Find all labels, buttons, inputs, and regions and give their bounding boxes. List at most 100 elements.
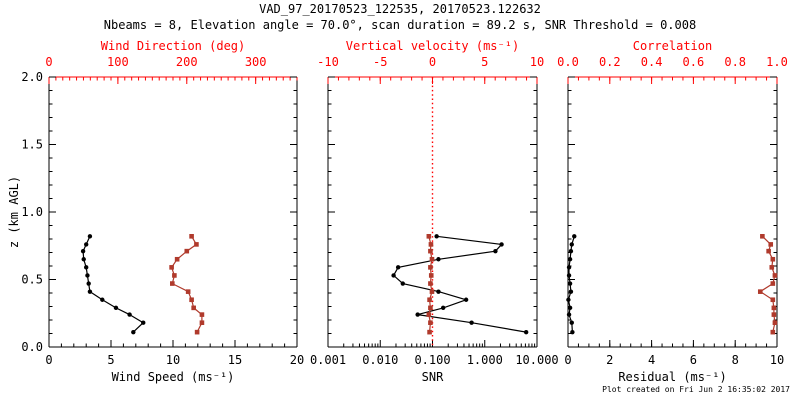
- data-point-marker: [566, 312, 572, 317]
- svg-text:-10: -10: [317, 55, 339, 69]
- data-point-marker: [428, 242, 434, 247]
- svg-text:2.0: 2.0: [21, 70, 43, 84]
- svg-text:Vertical velocity (ms⁻¹): Vertical velocity (ms⁻¹): [346, 39, 519, 53]
- svg-text:0.6: 0.6: [683, 55, 705, 69]
- data-point-marker: [772, 273, 778, 278]
- svg-text:0.8: 0.8: [724, 55, 746, 69]
- data-point-marker: [760, 234, 765, 239]
- series-wind-direction: [169, 234, 205, 335]
- data-point-marker: [772, 320, 778, 325]
- data-point-marker: [391, 273, 396, 278]
- plot-created-timestamp: Plot created on Fri Jun 2 16:35:02 2017: [602, 385, 790, 394]
- data-point-marker: [427, 329, 432, 335]
- svg-text:Wind Direction (deg): Wind Direction (deg): [101, 39, 246, 53]
- data-point-marker: [566, 265, 572, 270]
- svg-text:0: 0: [429, 55, 436, 69]
- series-snr: [391, 234, 529, 335]
- svg-text:0.010: 0.010: [362, 353, 398, 367]
- data-point-marker: [189, 297, 194, 303]
- data-point-marker: [170, 281, 175, 286]
- data-point-marker: [395, 265, 401, 270]
- data-point-marker: [428, 265, 433, 270]
- svg-text:0.5: 0.5: [21, 273, 43, 287]
- data-point-marker: [84, 265, 89, 270]
- series-residual: [566, 234, 577, 335]
- svg-text:Correlation: Correlation: [633, 39, 712, 53]
- data-point-marker: [569, 242, 574, 247]
- y-axis-label: z (km AGL): [7, 175, 21, 249]
- data-point-marker: [172, 273, 177, 278]
- series-correlation: [757, 234, 778, 335]
- svg-text:0.0: 0.0: [21, 340, 43, 354]
- data-point-marker: [174, 256, 180, 262]
- svg-text:6: 6: [690, 353, 697, 367]
- y-axis-ticks: 0.0 0.5 1.0 1.5 2.0: [21, 70, 297, 354]
- svg-text:200: 200: [176, 55, 198, 69]
- data-point-marker: [428, 305, 433, 311]
- data-point-marker: [184, 248, 190, 254]
- data-point-marker: [199, 320, 205, 325]
- data-point-marker: [87, 289, 93, 294]
- panel-frame: [48, 76, 298, 348]
- panel-wind: 0 5 10 15 20 Wind Speed (ms⁻¹) 0 100 200 300 Wind …: [21, 39, 304, 384]
- svg-text:10: 10: [166, 353, 180, 367]
- top-axis-snr: -10 -5 0 5 10 Vertical velocity (ms⁻¹): [317, 39, 544, 84]
- data-point-marker: [141, 320, 146, 325]
- data-point-marker: [428, 281, 433, 286]
- data-point-marker: [86, 281, 91, 286]
- svg-text:2: 2: [606, 353, 613, 367]
- svg-text:20: 20: [290, 353, 304, 367]
- svg-text:0: 0: [564, 353, 571, 367]
- data-point-marker: [194, 329, 200, 335]
- data-point-marker: [570, 329, 575, 335]
- data-point-marker: [127, 312, 132, 317]
- data-point-marker: [770, 281, 776, 286]
- svg-text:SNR: SNR: [422, 370, 444, 384]
- svg-text:Wind Speed (ms⁻¹): Wind Speed (ms⁻¹): [112, 370, 235, 384]
- data-point-marker: [185, 289, 191, 294]
- data-point-marker: [429, 256, 435, 262]
- series-vertical-velocity: [426, 234, 435, 335]
- svg-text:0.2: 0.2: [599, 55, 621, 69]
- data-point-marker: [440, 305, 446, 311]
- data-point-marker: [771, 305, 777, 311]
- data-point-marker: [169, 265, 174, 270]
- data-point-marker: [566, 297, 571, 302]
- data-point-marker: [434, 234, 439, 239]
- svg-text:1.000: 1.000: [467, 353, 503, 367]
- svg-text:10: 10: [770, 353, 784, 367]
- data-point-marker: [131, 329, 136, 335]
- data-point-marker: [427, 297, 432, 303]
- data-point-marker: [400, 281, 405, 286]
- bottom-axis-snr: 0.001 0.010 0.100 1.000 10.000 SNR: [310, 340, 559, 384]
- data-point-marker: [436, 289, 441, 294]
- panel-frame: [567, 76, 778, 348]
- data-point-marker: [429, 289, 435, 294]
- data-point-marker: [426, 234, 432, 239]
- svg-text:5: 5: [107, 353, 114, 367]
- data-point-marker: [568, 289, 574, 294]
- svg-text:1.5: 1.5: [21, 138, 43, 152]
- svg-text:1.0: 1.0: [21, 205, 43, 219]
- data-point-marker: [80, 248, 86, 254]
- data-point-marker: [100, 297, 105, 302]
- data-point-marker: [567, 257, 573, 262]
- panel-snr: 0.001 0.010 0.100 1.000 10.000 SNR -10 -5 0 5 10 Ve…: [310, 39, 559, 384]
- data-point-marker: [493, 248, 498, 254]
- svg-text:0: 0: [45, 353, 52, 367]
- data-point-marker: [768, 242, 774, 247]
- data-point-marker: [428, 273, 434, 278]
- data-point-marker: [84, 242, 89, 247]
- data-point-marker: [199, 312, 205, 317]
- data-point-marker: [81, 257, 86, 262]
- data-point-marker: [113, 305, 119, 311]
- svg-text:5: 5: [481, 55, 488, 69]
- data-point-marker: [523, 329, 529, 335]
- svg-text:15: 15: [228, 353, 242, 367]
- data-point-marker: [771, 312, 777, 317]
- data-point-marker: [568, 248, 574, 254]
- data-point-marker: [569, 320, 574, 325]
- svg-text:0.4: 0.4: [641, 55, 663, 69]
